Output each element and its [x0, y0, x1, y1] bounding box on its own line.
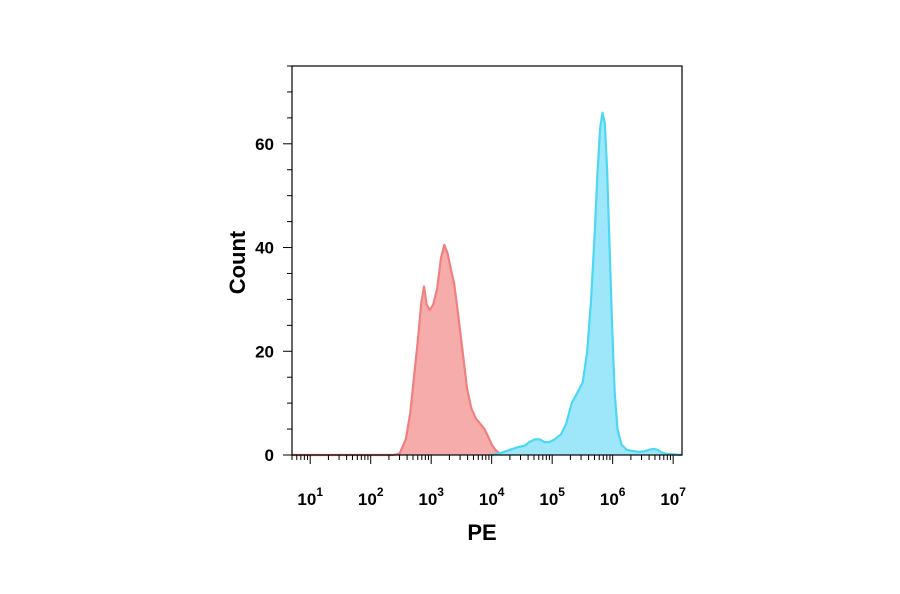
plot-frame	[291, 65, 683, 456]
series-1-line	[292, 243, 503, 457]
x-axis-title: PE	[467, 520, 496, 545]
y-tick-label: 20	[255, 342, 274, 361]
y-tick-label: 40	[255, 239, 274, 258]
series-layer	[292, 111, 683, 457]
series-2-line	[491, 111, 683, 457]
series-2-area	[491, 112, 682, 455]
y-axis-title: Count	[225, 230, 250, 294]
x-tick-label: 103	[418, 485, 444, 509]
x-tick-label: 101	[297, 485, 323, 509]
series-1-area	[292, 244, 503, 455]
y-tick-label: 60	[255, 135, 274, 154]
x-tick-label: 102	[358, 485, 384, 509]
x-tick-label: 106	[600, 485, 626, 509]
x-tick-label: 107	[660, 485, 686, 509]
y-tick-label: 0	[265, 446, 274, 465]
axis-layer: 101 102 103 104 105 106 107 0 20 40 60	[255, 65, 686, 509]
x-tick-label: 105	[539, 485, 565, 509]
x-tick-label: 104	[479, 485, 505, 509]
